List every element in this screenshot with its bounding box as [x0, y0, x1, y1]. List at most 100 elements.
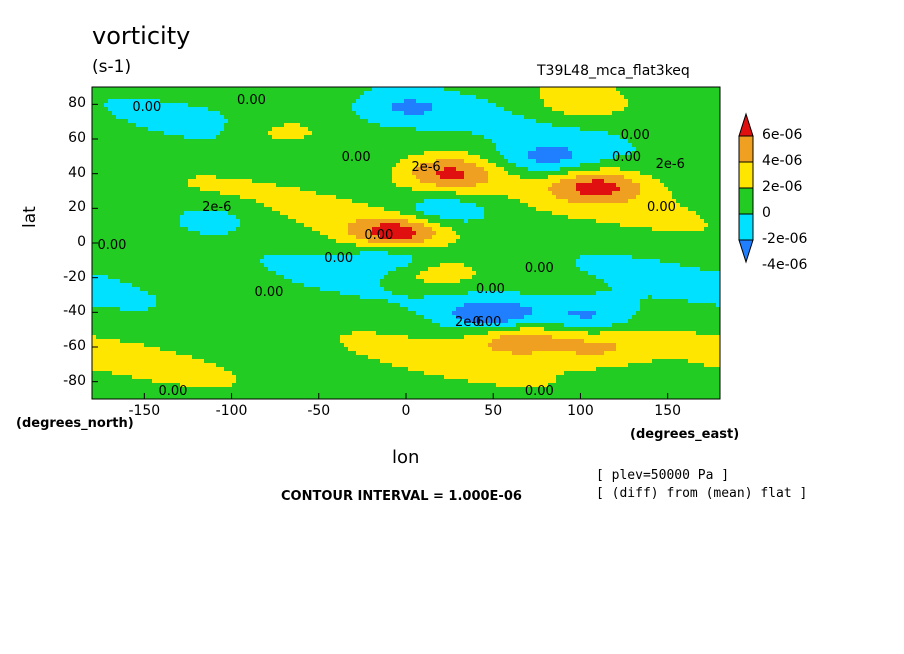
field-cell — [268, 143, 273, 148]
field-cell — [644, 115, 649, 120]
field-cell — [348, 103, 353, 108]
field-cell — [604, 143, 609, 148]
field-cell — [224, 107, 229, 112]
field-cell — [628, 143, 633, 148]
field-cell — [92, 115, 97, 120]
field-cell — [680, 179, 685, 184]
field-cell — [152, 183, 157, 188]
field-cell — [632, 167, 637, 172]
field-cell — [100, 103, 105, 108]
field-cell — [364, 183, 369, 188]
field-cell — [468, 183, 473, 188]
field-cell — [612, 187, 617, 192]
field-cell — [300, 211, 305, 216]
field-cell — [384, 207, 389, 212]
field-cell — [476, 131, 481, 136]
field-cell — [512, 167, 517, 172]
field-cell — [196, 111, 201, 116]
field-cell — [684, 175, 689, 180]
field-cell — [564, 175, 569, 180]
field-cell — [516, 107, 521, 112]
field-cell — [480, 195, 485, 200]
field-cell — [440, 87, 445, 92]
field-cell — [380, 159, 385, 164]
field-cell — [248, 111, 253, 116]
field-cell — [96, 155, 101, 160]
field-cell — [124, 159, 129, 164]
field-cell — [616, 99, 621, 104]
field-cell — [616, 91, 621, 96]
field-cell — [184, 107, 189, 112]
field-cell — [164, 99, 169, 104]
field-cell — [228, 103, 233, 108]
field-cell — [692, 175, 697, 180]
field-cell — [628, 179, 633, 184]
field-cell — [492, 131, 497, 136]
field-cell — [456, 95, 461, 100]
field-cell — [288, 195, 293, 200]
field-cell — [304, 187, 309, 192]
field-cell — [500, 195, 505, 200]
field-cell — [552, 199, 557, 204]
field-cell — [632, 187, 637, 192]
field-cell — [124, 207, 129, 212]
field-cell — [312, 131, 317, 136]
field-cell — [216, 211, 221, 216]
field-cell — [600, 91, 605, 96]
field-cell — [428, 151, 433, 156]
field-cell — [288, 107, 293, 112]
field-cell — [124, 151, 129, 156]
field-cell — [588, 207, 593, 212]
field-cell — [664, 99, 669, 104]
field-cell — [600, 151, 605, 156]
field-cell — [220, 139, 225, 144]
field-cell — [396, 183, 401, 188]
field-cell — [436, 127, 441, 132]
vorticity-field — [92, 87, 720, 399]
field-cell — [636, 187, 641, 192]
field-cell — [520, 139, 525, 144]
field-cell — [500, 155, 505, 160]
field-cell — [356, 207, 361, 212]
field-cell — [276, 159, 281, 164]
field-cell — [108, 175, 113, 180]
field-cell — [548, 111, 553, 116]
field-cell — [500, 139, 505, 144]
field-cell — [576, 91, 581, 96]
field-cell — [404, 163, 409, 168]
field-cell — [128, 107, 133, 112]
field-cell — [268, 95, 273, 100]
field-cell — [604, 203, 609, 208]
field-cell — [460, 211, 465, 216]
field-cell — [140, 151, 145, 156]
field-cell — [252, 95, 257, 100]
field-cell — [228, 163, 233, 168]
field-cell — [120, 139, 125, 144]
field-cell — [400, 107, 405, 112]
field-cell — [224, 91, 229, 96]
field-cell — [616, 131, 621, 136]
field-cell — [444, 107, 449, 112]
field-cell — [292, 123, 297, 128]
field-cell — [696, 151, 701, 156]
field-cell — [660, 159, 665, 164]
field-cell — [716, 171, 720, 176]
field-cell — [156, 191, 161, 196]
field-cell — [268, 107, 273, 112]
field-cell — [648, 107, 653, 112]
field-cell — [204, 159, 209, 164]
field-cell — [348, 199, 353, 204]
field-cell — [572, 199, 577, 204]
field-cell — [232, 199, 237, 204]
field-cell — [676, 127, 681, 132]
field-cell — [440, 103, 445, 108]
field-cell — [444, 87, 449, 92]
field-cell — [288, 91, 293, 96]
field-cell — [672, 195, 677, 200]
field-cell — [556, 207, 561, 212]
field-cell — [420, 123, 425, 128]
field-cell — [572, 191, 577, 196]
field-cell — [588, 155, 593, 160]
field-cell — [340, 187, 345, 192]
field-cell — [164, 127, 169, 132]
